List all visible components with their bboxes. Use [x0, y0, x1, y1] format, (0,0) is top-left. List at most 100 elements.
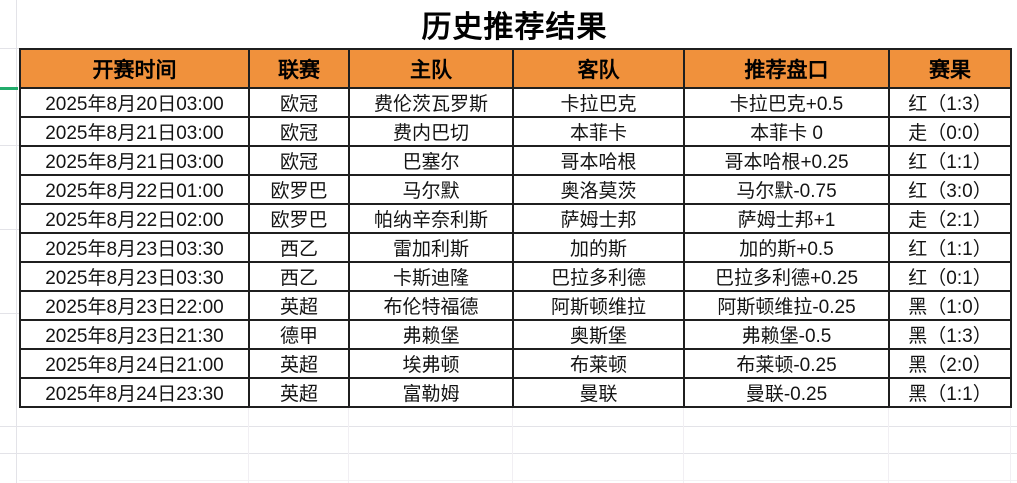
table-row: 2025年8月24日23:30 英超 富勒姆 曼联 曼联-0.25 黑（1:1） [19, 377, 1012, 408]
cell-result[interactable]: 红（3:0） [888, 174, 1012, 205]
cell-home-team[interactable]: 费内巴切 [348, 116, 514, 147]
cell-kickoff-time[interactable]: 2025年8月21日03:00 [19, 145, 250, 176]
cell-league[interactable]: 欧冠 [248, 87, 350, 118]
sheet-gridline-vertical [683, 400, 684, 483]
cell-handicap[interactable]: 阿斯顿维拉-0.25 [683, 290, 890, 321]
cell-home-team[interactable]: 埃弗顿 [348, 348, 514, 379]
cell-away-team[interactable]: 加的斯 [512, 232, 685, 263]
cell-kickoff-time[interactable]: 2025年8月20日03:00 [19, 87, 250, 118]
table-row: 2025年8月21日03:00 欧冠 巴塞尔 哥本哈根 哥本哈根+0.25 红（1:1） [19, 145, 1012, 176]
cell-league[interactable]: 德甲 [248, 319, 350, 350]
cell-result[interactable]: 红（1:1） [888, 232, 1012, 263]
table-row: 2025年8月20日03:00 欧冠 费伦茨瓦罗斯 卡拉巴克 卡拉巴克+0.5 红（1:3… [19, 87, 1012, 118]
cell-away-team[interactable]: 巴拉多利德 [512, 261, 685, 292]
cell-away-team[interactable]: 阿斯顿维拉 [512, 290, 685, 321]
cell-handicap[interactable]: 马尔默-0.75 [683, 174, 890, 205]
cell-kickoff-time[interactable]: 2025年8月21日03:00 [19, 116, 250, 147]
cell-handicap[interactable]: 巴拉多利德+0.25 [683, 261, 890, 292]
cell-league[interactable]: 欧冠 [248, 116, 350, 147]
cell-kickoff-time[interactable]: 2025年8月23日22:00 [19, 290, 250, 321]
cell-result[interactable]: 黑（1:0） [888, 290, 1012, 321]
cell-league[interactable]: 西乙 [248, 261, 350, 292]
sheet-gridline-horizontal [0, 48, 19, 49]
sheet-gridline-vertical [348, 400, 349, 483]
cell-kickoff-time[interactable]: 2025年8月23日03:30 [19, 261, 250, 292]
cell-home-team[interactable]: 富勒姆 [348, 377, 514, 408]
cell-result[interactable]: 走（0:0） [888, 116, 1012, 147]
cell-home-team[interactable]: 费伦茨瓦罗斯 [348, 87, 514, 118]
cell-away-team[interactable]: 曼联 [512, 377, 685, 408]
cell-away-team[interactable]: 奥斯堡 [512, 319, 685, 350]
cell-away-team[interactable]: 奥洛莫茨 [512, 174, 685, 205]
sheet-gridline-horizontal [0, 313, 19, 314]
cell-result[interactable]: 红（1:1） [888, 145, 1012, 176]
cell-league[interactable]: 欧罗巴 [248, 203, 350, 234]
column-header-away-team[interactable]: 客队 [512, 48, 685, 89]
cell-handicap[interactable]: 曼联-0.25 [683, 377, 890, 408]
sheet-gridline-vertical [16, 0, 17, 483]
cell-result[interactable]: 黑（1:3） [888, 319, 1012, 350]
cell-kickoff-time[interactable]: 2025年8月24日21:00 [19, 348, 250, 379]
cell-kickoff-time[interactable]: 2025年8月23日21:30 [19, 319, 250, 350]
sheet-gridline-horizontal [0, 229, 19, 230]
cell-away-team[interactable]: 本菲卡 [512, 116, 685, 147]
cell-away-team[interactable]: 布莱顿 [512, 348, 685, 379]
cell-result[interactable]: 黑（2:0） [888, 348, 1012, 379]
cell-handicap[interactable]: 弗赖堡-0.5 [683, 319, 890, 350]
cell-home-team[interactable]: 卡斯迪隆 [348, 261, 514, 292]
column-header-home-team[interactable]: 主队 [348, 48, 514, 89]
cell-league[interactable]: 英超 [248, 290, 350, 321]
cell-kickoff-time[interactable]: 2025年8月23日03:30 [19, 232, 250, 263]
cell-kickoff-time[interactable]: 2025年8月22日02:00 [19, 203, 250, 234]
sheet-gridline-horizontal [0, 145, 19, 146]
table-row: 2025年8月23日03:30 西乙 卡斯迪隆 巴拉多利德 巴拉多利德+0.25 红（0:… [19, 261, 1012, 292]
green-accent-line [0, 87, 18, 90]
column-header-result[interactable]: 赛果 [888, 48, 1012, 89]
cell-league[interactable]: 英超 [248, 377, 350, 408]
cell-home-team[interactable]: 马尔默 [348, 174, 514, 205]
sheet-gridline-horizontal [19, 480, 1017, 481]
cell-home-team[interactable]: 雷加利斯 [348, 232, 514, 263]
cell-handicap[interactable]: 布莱顿-0.25 [683, 348, 890, 379]
cell-home-team[interactable]: 巴塞尔 [348, 145, 514, 176]
cell-away-team[interactable]: 萨姆士邦 [512, 203, 685, 234]
table-row: 2025年8月23日21:30 德甲 弗赖堡 奥斯堡 弗赖堡-0.5 黑（1:3） [19, 319, 1012, 350]
cell-handicap[interactable]: 萨姆士邦+1 [683, 203, 890, 234]
cell-league[interactable]: 英超 [248, 348, 350, 379]
sheet-gridline-horizontal [0, 453, 1017, 454]
sheet-gridline-horizontal [0, 426, 1017, 427]
cell-league[interactable]: 西乙 [248, 232, 350, 263]
sheet-gridline-vertical [248, 400, 249, 483]
table-row: 2025年8月23日22:00 英超 布伦特福德 阿斯顿维拉 阿斯顿维拉-0.25 黑（1… [19, 290, 1012, 321]
table-row: 2025年8月22日02:00 欧罗巴 帕纳辛奈利斯 萨姆士邦 萨姆士邦+1 走（2:1） [19, 203, 1012, 234]
cell-away-team[interactable]: 卡拉巴克 [512, 87, 685, 118]
cell-handicap[interactable]: 加的斯+0.5 [683, 232, 890, 263]
sheet-gridline-vertical [1010, 400, 1011, 483]
cell-home-team[interactable]: 帕纳辛奈利斯 [348, 203, 514, 234]
cell-league[interactable]: 欧罗巴 [248, 174, 350, 205]
cell-kickoff-time[interactable]: 2025年8月24日23:30 [19, 377, 250, 408]
cell-handicap[interactable]: 本菲卡 0 [683, 116, 890, 147]
column-header-kickoff-time[interactable]: 开赛时间 [19, 48, 250, 89]
column-header-handicap[interactable]: 推荐盘口 [683, 48, 890, 89]
cell-result[interactable]: 走（2:1） [888, 203, 1012, 234]
sheet-gridline-vertical [888, 400, 889, 483]
header-row: 开赛时间 联赛 主队 客队 推荐盘口 赛果 [19, 48, 1012, 89]
table-row: 2025年8月23日03:30 西乙 雷加利斯 加的斯 加的斯+0.5 红（1:1） [19, 232, 1012, 263]
page-title: 历史推荐结果 [421, 11, 608, 44]
table-row: 2025年8月21日03:00 欧冠 费内巴切 本菲卡 本菲卡 0 走（0:0） [19, 116, 1012, 147]
cell-result[interactable]: 黑（1:1） [888, 377, 1012, 408]
cell-kickoff-time[interactable]: 2025年8月22日01:00 [19, 174, 250, 205]
cell-away-team[interactable]: 哥本哈根 [512, 145, 685, 176]
results-table: 开赛时间 联赛 主队 客队 推荐盘口 赛果 2025年8月20日03:00 欧冠 费伦茨瓦罗斯… [19, 48, 1012, 408]
cell-handicap[interactable]: 哥本哈根+0.25 [683, 145, 890, 176]
sheet-gridline-vertical [512, 400, 513, 483]
cell-result[interactable]: 红（0:1） [888, 261, 1012, 292]
cell-league[interactable]: 欧冠 [248, 145, 350, 176]
cell-result[interactable]: 红（1:3） [888, 87, 1012, 118]
cell-home-team[interactable]: 弗赖堡 [348, 319, 514, 350]
column-header-league[interactable]: 联赛 [248, 48, 350, 89]
table-row: 2025年8月22日01:00 欧罗巴 马尔默 奥洛莫茨 马尔默-0.75 红（3:0） [19, 174, 1012, 205]
cell-home-team[interactable]: 布伦特福德 [348, 290, 514, 321]
cell-handicap[interactable]: 卡拉巴克+0.5 [683, 87, 890, 118]
